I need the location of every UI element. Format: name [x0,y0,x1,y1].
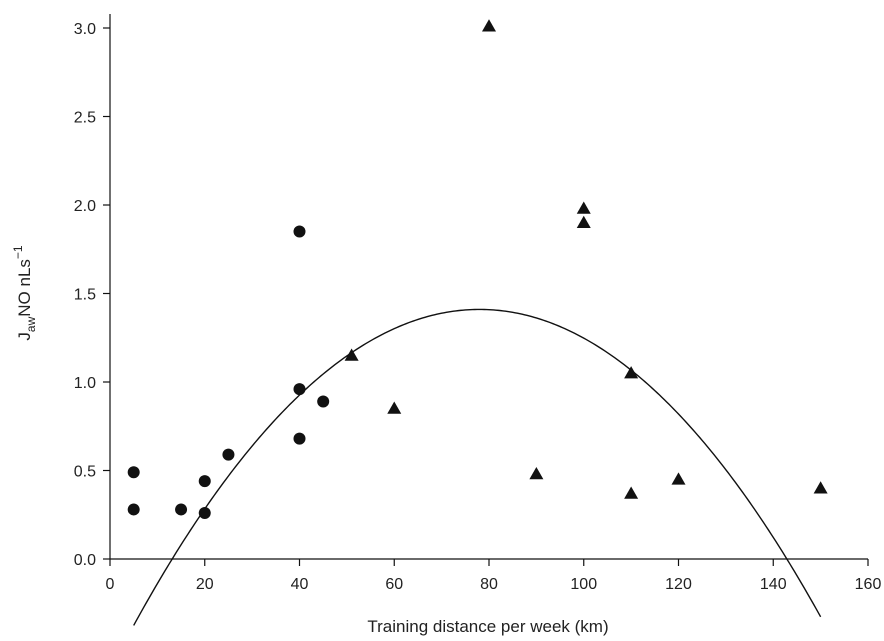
circle-point [293,432,306,445]
y-ticks: 0.0 0.5 1.0 1.5 2.0 2.5 3.0 [74,21,110,569]
axes [109,14,868,560]
triangle-point [576,215,591,228]
triangle-point [387,401,402,414]
x-tick-label: 120 [665,576,692,593]
circle-point [293,383,306,396]
triangle-point [671,472,686,485]
y-tick-label: 2.5 [74,110,96,127]
circle-point [317,395,330,408]
triangle-point [624,486,639,499]
x-axis-title: Training distance per week (km) [367,617,608,636]
triangle-point [813,481,828,494]
triangle-point [576,201,591,214]
x-ticks: 0 20 40 60 80 100 120 140 160 [106,559,882,593]
x-tick-label: 40 [291,576,309,593]
y-axis-title-sub: aw [24,316,38,332]
data-points [127,19,828,519]
x-tick-label: 60 [385,576,403,593]
triangle-point [624,366,639,379]
y-axis-title: JawNO nLs−1 [11,245,38,340]
x-tick-label: 140 [760,576,787,593]
y-tick-label: 0.5 [74,464,96,481]
circle-point [198,506,211,519]
x-tick-label: 160 [855,576,882,593]
fit-curve [133,308,822,626]
x-tick-label: 20 [196,576,214,593]
y-axis-title-rest: NO nLs [15,259,34,317]
circle-point [127,503,140,516]
circle-point [127,466,140,479]
y-tick-label: 1.5 [74,287,96,304]
circle-point [293,225,306,238]
triangle-point [529,467,544,480]
x-tick-label: 80 [480,576,498,593]
y-axis-title-sup: −1 [11,245,25,259]
x-tick-label: 0 [106,576,115,593]
y-tick-label: 2.0 [74,198,96,215]
x-tick-label: 100 [570,576,597,593]
triangle-point [482,19,496,32]
y-tick-label: 1.0 [74,375,96,392]
y-tick-label: 3.0 [74,21,96,38]
circle-point [198,475,211,488]
y-tick-label: 0.0 [74,552,96,569]
triangle-point [344,348,359,361]
circle-point [222,448,235,461]
y-axis-title-main: J [15,332,34,341]
circle-point [175,503,188,516]
